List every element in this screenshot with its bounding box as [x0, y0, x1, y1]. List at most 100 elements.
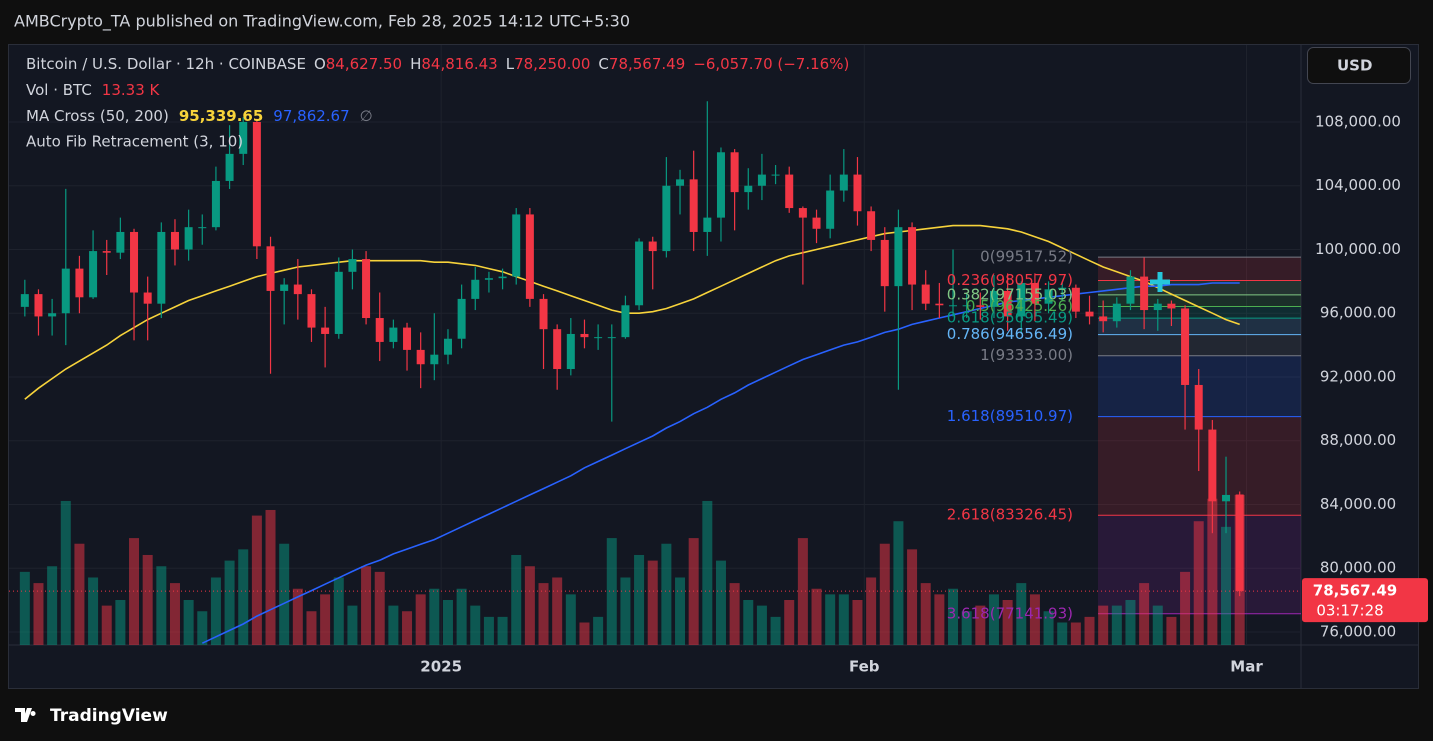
y-tick-label: 92,000.00	[1320, 367, 1396, 385]
candle-body	[839, 174, 848, 191]
candle-body	[580, 333, 589, 338]
candle-body	[75, 268, 84, 298]
candle-body	[1208, 429, 1217, 502]
candle-body	[443, 338, 452, 355]
c-label: C	[598, 55, 608, 73]
h-label: H	[410, 55, 421, 73]
currency-label[interactable]: USD	[1337, 57, 1372, 75]
currency-button[interactable]	[1307, 47, 1411, 84]
candle-body	[252, 121, 261, 247]
volume-bar	[729, 583, 740, 645]
volume-bar	[129, 538, 140, 645]
volume-bar	[169, 583, 180, 645]
countdown: 03:17:28	[1316, 602, 1383, 620]
brand: TradingView	[50, 706, 168, 726]
candle-body	[362, 259, 371, 319]
candle-body	[1194, 384, 1203, 430]
candle-body	[348, 259, 357, 272]
volume-bar	[1193, 521, 1204, 645]
fib-label: 1(93333.00)	[980, 346, 1073, 364]
volume-bar	[866, 577, 877, 645]
volume-bar	[415, 594, 426, 645]
candle-body	[785, 174, 794, 209]
volume-bar	[1002, 599, 1013, 645]
ma-line	[201, 282, 1240, 644]
candle-body	[553, 329, 562, 370]
volume-bar	[565, 594, 576, 645]
candle-body	[621, 305, 630, 338]
candle-body	[594, 337, 603, 339]
candle-body	[648, 241, 657, 252]
candle-body	[116, 231, 125, 253]
candle-body	[471, 279, 480, 299]
volume-bar	[811, 588, 822, 645]
candle-body	[1003, 290, 1012, 317]
candle-body	[1140, 276, 1149, 311]
volume-bar	[1221, 526, 1232, 645]
candle-body	[280, 284, 289, 291]
volume-bar	[961, 611, 972, 645]
candle-body	[307, 294, 316, 328]
plot	[9, 45, 1301, 645]
volume-bar	[483, 616, 494, 645]
volume-bar	[1084, 616, 1095, 645]
candle-body	[484, 278, 493, 280]
volume-bar	[634, 554, 645, 645]
volume-bar	[306, 611, 317, 645]
candle-body	[730, 152, 739, 193]
candle-body	[321, 327, 330, 334]
candle-body	[1153, 303, 1162, 311]
volume-bar	[1207, 498, 1218, 645]
volume: 13.33 K	[102, 81, 161, 99]
candle-body	[976, 305, 985, 307]
candle-body	[689, 179, 698, 232]
volume-bar	[197, 611, 208, 645]
candle-body	[61, 268, 70, 314]
volume-bar	[333, 577, 344, 645]
volume-bar	[33, 583, 44, 645]
volume-bar	[251, 515, 262, 645]
candle-body	[1235, 494, 1244, 592]
legend-row: Vol · BTC 13.33 K	[26, 81, 161, 99]
fib-zone	[1098, 294, 1301, 307]
symbol: Bitcoin / U.S. Dollar · 12h · COINBASE	[26, 55, 306, 73]
volume-bar	[1057, 622, 1068, 645]
candle-body	[225, 153, 234, 181]
y-tick-label: 100,000.00	[1315, 240, 1401, 258]
volume-bar	[497, 616, 508, 645]
fib-zone	[1098, 306, 1301, 319]
y-tick-label: 108,000.00	[1315, 112, 1401, 130]
candle-body	[34, 294, 43, 317]
volume-bar	[101, 605, 112, 645]
candle-body	[403, 327, 412, 350]
volume-bar	[934, 594, 945, 645]
volume-bar	[1152, 605, 1163, 645]
ma50: 95,339.65	[179, 107, 263, 125]
volume-bar	[756, 605, 767, 645]
l-label: L	[506, 55, 515, 73]
close: 78,567.49	[609, 55, 685, 73]
fib-label: 0.236(98057.97)	[947, 271, 1073, 289]
volume-bar	[784, 599, 795, 645]
volume-bar	[920, 583, 931, 645]
candle-body	[525, 214, 534, 299]
o-label: O	[314, 55, 326, 73]
volume-bar	[142, 554, 153, 645]
candle-body	[102, 251, 111, 253]
candle-body	[416, 349, 425, 365]
candle-body	[457, 298, 466, 339]
volume-title: Vol · BTC	[26, 81, 92, 99]
volume-bar	[852, 599, 863, 645]
volume-bar	[825, 594, 836, 645]
fib-zone	[1098, 318, 1301, 335]
fib-label: 0.618(95695.49)	[947, 309, 1073, 327]
ma-title: MA Cross (50, 200)	[26, 107, 169, 125]
volume-bar	[388, 605, 399, 645]
candle-body	[716, 152, 725, 218]
volume-bar	[579, 622, 590, 645]
last-price-tag	[1302, 578, 1428, 623]
fib-label: 1.618(89510.97)	[947, 407, 1073, 425]
change: −6,057.70 (−7.16%)	[693, 55, 849, 73]
volume-bar	[511, 554, 522, 645]
candle-body	[566, 333, 575, 370]
